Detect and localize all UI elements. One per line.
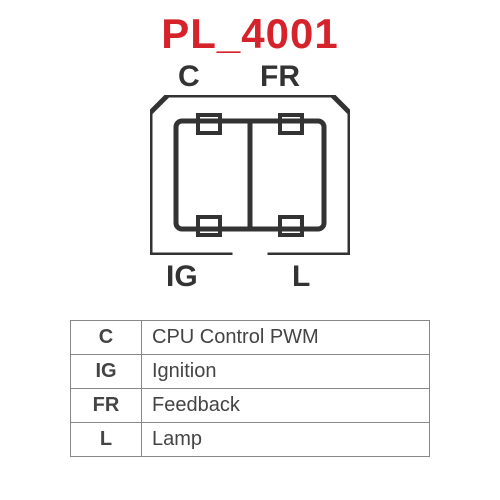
table-row: CCPU Control PWM [71,321,430,355]
pin-key: IG [71,355,142,389]
pin-key: L [71,423,142,457]
pin-description: Feedback [142,389,430,423]
part-number-title: PL_4001 [0,10,500,58]
pin-definition-table: CCPU Control PWMIGIgnitionFRFeedbackLLam… [70,320,430,457]
connector-diagram: C FR IG L [140,60,360,300]
pin-description: Lamp [142,423,430,457]
pin-label-ig: IG [166,260,198,294]
pin-key: FR [71,389,142,423]
table-row: LLamp [71,423,430,457]
pin-label-fr: FR [260,60,300,94]
pin-label-l: L [292,260,310,294]
table-row: FRFeedback [71,389,430,423]
table-row: IGIgnition [71,355,430,389]
pin-key: C [71,321,142,355]
pin-description: CPU Control PWM [142,321,430,355]
connector-svg [150,95,350,255]
pin-description: Ignition [142,355,430,389]
pin-label-c: C [178,60,200,94]
diagram-container: PL_4001 C FR IG L CCPU Control PWMIGIgni… [0,0,500,500]
